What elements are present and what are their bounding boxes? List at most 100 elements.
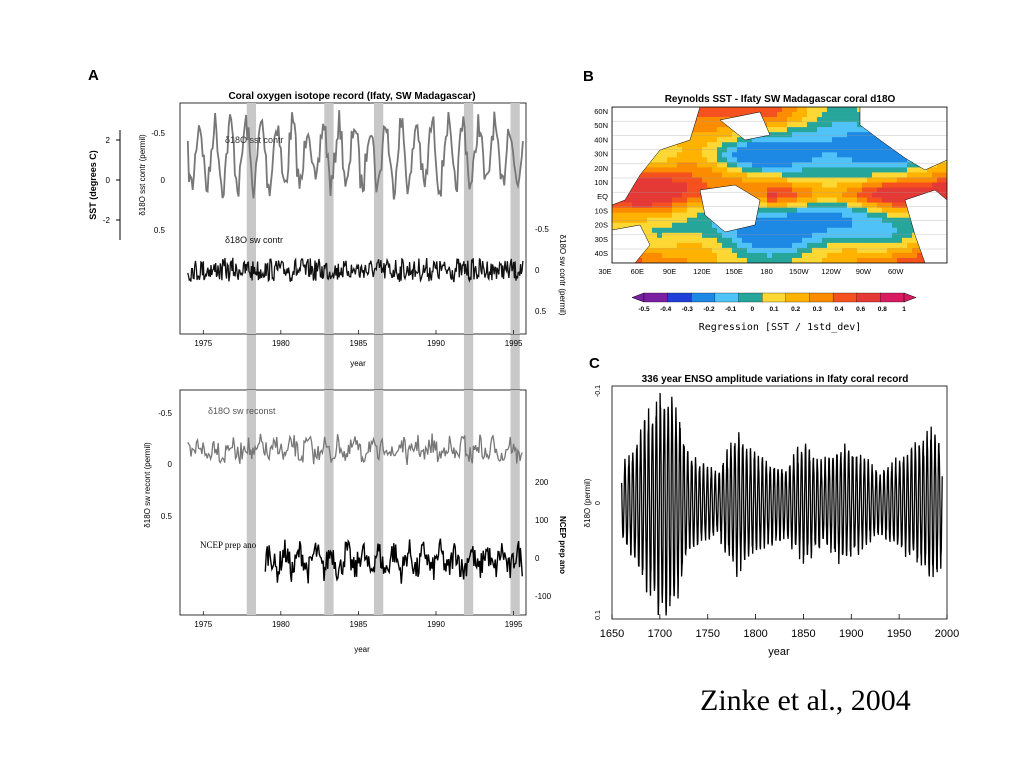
map-cell [912,187,918,193]
map-cell [797,237,803,244]
map-cell [772,237,778,244]
y-tick-label: -0.1 [595,385,602,397]
map-cell [857,122,863,128]
map-cell [757,147,763,153]
map-cell [642,177,648,183]
map-cell [772,202,778,208]
map-cell [742,142,748,148]
enso-shading-lower [246,390,520,615]
map-cell [692,217,698,224]
map-cell [762,242,768,249]
map-cell [772,137,778,143]
land-mass [612,107,701,206]
map-cell [797,242,803,249]
map-cell [887,197,893,203]
map-cell [887,152,893,158]
map-cell [662,202,668,208]
map-cell [817,192,823,198]
map-cell [762,107,768,113]
map-cell [877,197,883,203]
map-cell [902,162,908,168]
enso-shading-gap [246,334,520,390]
map-cell [812,127,818,133]
map-cell [877,202,883,208]
map-cell [687,227,693,234]
map-cell [782,232,788,239]
y-tick-label: 0.5 [154,226,166,235]
map-cell [777,197,783,203]
map-cell [842,217,848,224]
map-cell [762,232,768,239]
map-cell [712,132,718,138]
map-cell [637,182,643,188]
series-label-sw: δ18O sw contr [225,235,283,245]
map-cell [847,212,853,219]
map-cell [802,172,808,178]
map-cell [732,157,738,163]
map-cell [942,167,947,173]
map-cell [782,202,788,208]
map-cell [852,227,858,234]
map-cell [847,237,853,244]
map-cell [702,117,708,123]
map-cell [787,242,793,249]
map-cell [847,197,853,203]
map-cell [637,197,643,203]
map-cell [657,177,663,183]
map-cell [702,182,708,188]
map-cell [832,152,838,158]
map-cell [702,172,708,178]
map-cell [872,157,878,163]
map-cell [702,167,708,173]
map-cell [787,177,793,183]
map-cell [787,122,793,128]
map-cell [772,172,778,178]
map-cell [712,222,718,229]
map-cell [797,257,803,263]
map-cell [787,212,793,219]
map-cell [767,152,773,158]
map-cell [817,147,823,153]
map-cell [762,222,768,229]
map-cell [852,167,858,173]
map-cell [742,257,748,263]
map-cell [682,157,688,163]
map-cell [837,147,843,153]
enso-event-band [510,103,520,334]
map-cell [637,207,643,213]
map-cell [657,207,663,213]
map-cell [627,217,633,224]
map-cell [852,122,858,128]
map-cell [642,212,648,219]
map-cell [867,212,873,219]
map-cell [822,217,828,224]
map-cell [687,207,693,213]
map-cell [897,257,903,263]
map-cell [722,122,728,128]
map-cell [837,107,843,113]
map-cell [677,247,683,254]
map-cell [777,202,783,208]
map-cell [777,117,783,123]
lat-tick-label: 30S [595,235,608,244]
map-cell [752,172,758,178]
enso-event-band [510,390,520,615]
map-cell [642,192,648,198]
map-cell [687,257,693,263]
map-cell [842,157,848,163]
series-line [187,257,524,283]
map-cell [747,187,753,193]
map-cell [667,237,673,244]
map-cell [697,137,703,143]
map-cell [702,252,708,259]
map-cell [782,237,788,244]
y-tick-label: -0.5 [158,409,172,418]
map-cell [732,152,738,158]
map-cell [742,182,748,188]
map-cell [727,147,733,153]
map-cell [752,167,758,173]
map-cell [872,252,878,259]
map-cell [612,202,618,208]
map-cell [662,177,668,183]
map-cell [647,217,653,224]
